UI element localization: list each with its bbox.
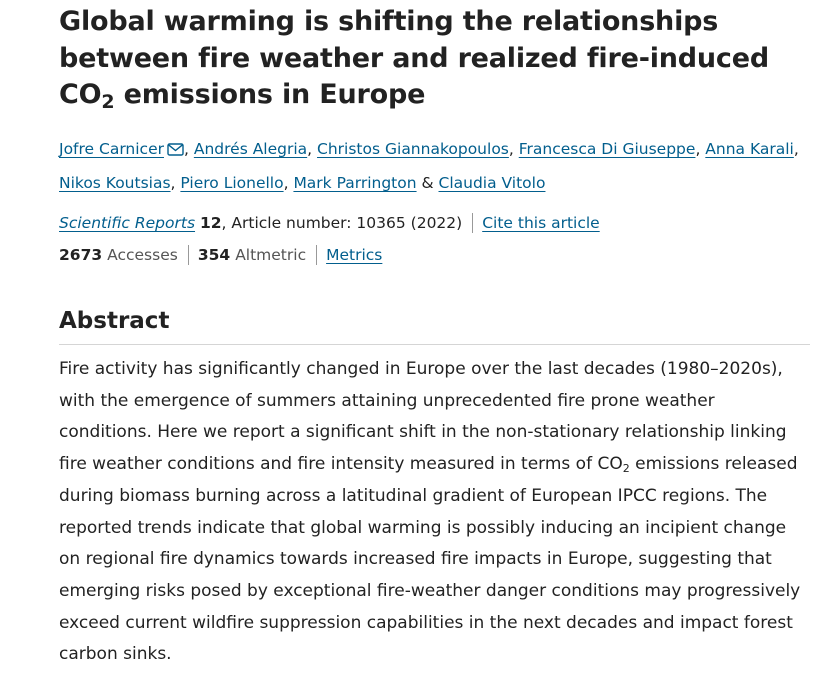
abstract-text-2: emissions released during biomass burnin… xyxy=(59,454,801,665)
cite-article-link[interactable]: Cite this article xyxy=(482,214,600,232)
article-title: Global warming is shifting the relations… xyxy=(59,4,819,114)
volume: 12 xyxy=(199,214,222,232)
author-separator: , xyxy=(793,140,799,158)
title-text-2: emissions in Europe xyxy=(114,79,426,110)
author-link[interactable]: Mark Parrington xyxy=(293,174,417,192)
author-separator: , xyxy=(695,140,706,158)
metrics-line: 2673 Accesses 354 Altmetric Metrics xyxy=(59,242,382,268)
author-link[interactable]: Piero Lionello xyxy=(180,174,284,192)
abstract-heading: Abstract xyxy=(59,308,170,334)
author-link[interactable]: Andrés Alegria xyxy=(193,140,308,158)
author-link[interactable]: Anna Karali xyxy=(705,140,794,158)
divider xyxy=(187,245,189,265)
divider xyxy=(472,213,474,233)
author-separator: , xyxy=(170,174,181,192)
metrics-link[interactable]: Metrics xyxy=(326,246,383,264)
author-separator: , xyxy=(184,140,194,158)
author-link[interactable]: Christos Giannakopoulos xyxy=(317,140,509,158)
abstract-body: Fire activity has significantly changed … xyxy=(59,354,811,671)
author-list: Jofre Carnicer, Andrés Alegria, Christos… xyxy=(59,133,809,199)
journal-link[interactable]: Scientific Reports xyxy=(59,214,196,232)
accesses-count: 2673 xyxy=(59,246,103,264)
author-link[interactable]: Jofre Carnicer xyxy=(59,140,164,158)
mail-icon[interactable] xyxy=(167,135,184,167)
author-link[interactable]: Francesca Di Giuseppe xyxy=(518,140,696,158)
article-number: , Article number: 10365 (2022) xyxy=(221,214,463,232)
section-divider xyxy=(59,344,810,345)
divider xyxy=(316,245,318,265)
title-subscript: 2 xyxy=(101,91,115,113)
author-separator: , xyxy=(283,174,294,192)
author-separator: , xyxy=(307,140,318,158)
abstract-subscript: 2 xyxy=(622,462,630,476)
author-link[interactable]: Nikos Koutsias xyxy=(59,174,171,192)
accesses-label: Accesses xyxy=(107,246,178,264)
author-separator-ampersand: & xyxy=(416,174,439,192)
title-text-1: Global warming is shifting the relations… xyxy=(59,6,769,110)
abstract-text-1: Fire activity has significantly changed … xyxy=(59,359,787,475)
author-separator: , xyxy=(508,140,519,158)
citation-line: Scientific Reports 12, Article number: 1… xyxy=(59,210,600,236)
author-link[interactable]: Claudia Vitolo xyxy=(438,174,546,192)
altmetric-label: Altmetric xyxy=(235,246,307,264)
altmetric-score: 354 xyxy=(197,246,231,264)
